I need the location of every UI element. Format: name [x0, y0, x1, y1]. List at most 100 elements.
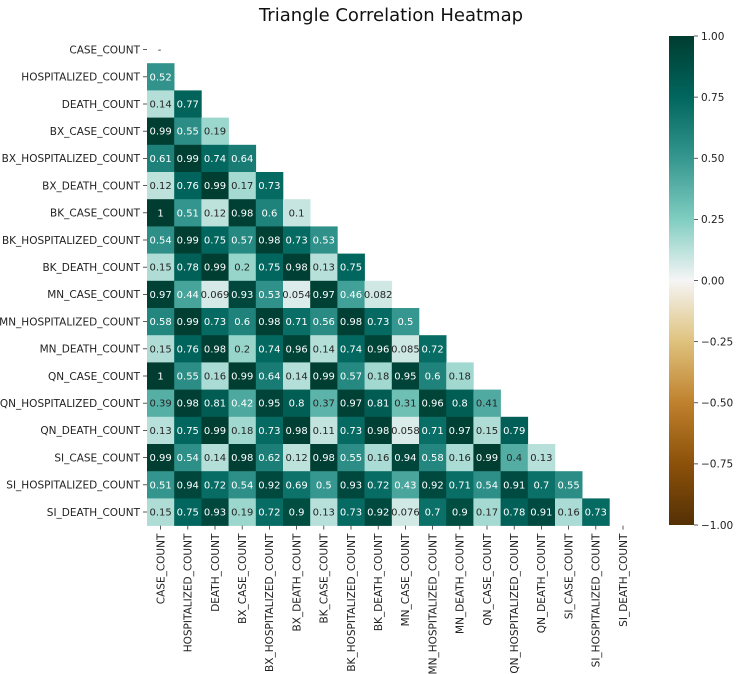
y-tick-label: DEATH_COUNT [62, 99, 141, 111]
cell-value-label: 0.72 [367, 480, 389, 491]
cell-value-label: 0.79 [503, 426, 525, 437]
heatmap-cell [446, 416, 474, 445]
cell-value-label: 0.98 [340, 317, 362, 328]
heatmap-cell [147, 389, 175, 418]
heatmap-cell [255, 335, 284, 363]
cell-value-label: 0.054 [282, 290, 311, 301]
cell-value-label: 0.46 [340, 290, 362, 301]
heatmap-cell [391, 416, 420, 445]
heatmap-cell [473, 389, 501, 418]
cell-value-label: 0.99 [177, 154, 199, 165]
cell-value-label: 0.18 [449, 372, 471, 383]
heatmap-cell [174, 90, 202, 118]
heatmap-cell [174, 308, 202, 336]
cell-value-label: 0.64 [231, 154, 253, 165]
heatmap-cell [147, 280, 175, 309]
heatmap-cell [201, 144, 229, 173]
heatmap-cell [364, 335, 393, 363]
cell-value-label: 0.18 [231, 426, 253, 437]
x-tick-label: QN_CASE_COUNT [482, 533, 494, 626]
heatmap-cell [255, 498, 284, 526]
cell-value-label: 0.98 [285, 426, 307, 437]
colorbar-tick-label: 0.00 [701, 275, 724, 287]
cell-value-label: 0.99 [149, 127, 171, 138]
heatmap-cell [473, 416, 501, 445]
x-tick-label: SI_HOSPITALIZED_COUNT [591, 533, 603, 667]
cell-value-label: 0.98 [258, 317, 280, 328]
heatmap-cell [174, 416, 202, 445]
cell-value-label: 0.75 [258, 263, 280, 274]
x-tick-label: BX_HOSPITALIZED_COUNT [264, 533, 276, 672]
heatmap-cell [201, 335, 229, 363]
heatmap-cell [174, 389, 202, 418]
cell-value-label: 0.72 [204, 480, 226, 491]
y-tick-label: BX_CASE_COUNT [50, 126, 141, 138]
heatmap-cell [174, 199, 202, 227]
cell-value-label: 0.5 [397, 317, 413, 328]
heatmap-cell [147, 253, 175, 282]
y-tick-label: CASE_COUNT [69, 44, 140, 56]
heatmap-cell [446, 444, 474, 472]
y-tick-label: QN_CASE_COUNT [48, 371, 141, 383]
cell-value-label: 0.96 [421, 399, 443, 410]
heatmap-cell [201, 416, 229, 445]
cell-value-label: 0.96 [285, 344, 307, 355]
cell-value-label: 0.61 [149, 154, 171, 165]
colorbar-tick-label: −0.25 [701, 336, 733, 348]
heatmap-cell [255, 471, 284, 499]
cell-value-label: 0.13 [313, 508, 335, 519]
heatmap-cell [337, 308, 365, 336]
heatmap-cell [283, 280, 311, 309]
heatmap-cell [147, 444, 175, 472]
cell-value-label: 0.99 [476, 453, 498, 464]
colorbar-tick-label: −0.50 [701, 398, 733, 410]
x-tick-label: BX_CASE_COUNT [237, 533, 249, 624]
heatmap-cell [283, 226, 311, 254]
heatmap-cell [391, 335, 420, 363]
cell-value-label: 0.082 [364, 290, 393, 301]
x-tick-label: BX_DEATH_COUNT [291, 533, 303, 631]
cell-value-label: 0.97 [340, 399, 362, 410]
heatmap-cell [174, 362, 202, 390]
heatmap-cell [310, 253, 338, 282]
heatmap-cell [147, 172, 175, 200]
colorbar-tick-label: −0.75 [701, 459, 733, 471]
heatmap-cell [364, 280, 393, 309]
heatmap-cell [283, 362, 311, 390]
heatmap-cell [201, 199, 229, 227]
cell-value-label: 0.52 [149, 72, 171, 83]
heatmap-cell [255, 253, 284, 282]
cell-value-label: 0.55 [340, 453, 362, 464]
cell-value-label: 0.15 [476, 426, 498, 437]
cell-value-label: 0.8 [289, 399, 305, 410]
heatmap-cell [255, 226, 284, 254]
cell-value-label: 0.7 [533, 480, 549, 491]
cell-value-label: 0.71 [421, 426, 443, 437]
cell-value-label: 0.51 [177, 208, 199, 219]
heatmap-cell [419, 498, 447, 526]
heatmap-cell [147, 226, 175, 254]
cell-value-label: 0.54 [149, 236, 171, 247]
heatmap-cell [174, 172, 202, 200]
y-tick-label: MN_DEATH_COUNT [40, 344, 141, 356]
heatmap-cell [228, 199, 257, 227]
cell-value-label: 0.11 [313, 426, 335, 437]
x-tick-label: SI_CASE_COUNT [563, 533, 575, 619]
heatmap-cell [147, 90, 175, 118]
cell-value-label: 0.15 [149, 508, 171, 519]
cell-value-label: 0.99 [149, 453, 171, 464]
heatmap-cell [147, 498, 175, 526]
heatmap-cell [419, 335, 447, 363]
heatmap-cell [174, 144, 202, 173]
heatmap-cell [174, 471, 202, 499]
cell-value-label: 0.13 [313, 263, 335, 274]
cell-value-label: 0.6 [425, 372, 441, 383]
cell-value-label: 0.93 [231, 290, 253, 301]
heatmap-cell [228, 362, 257, 390]
heatmap-cell [228, 226, 257, 254]
heatmap-cell [555, 471, 583, 499]
heatmap-cell [201, 444, 229, 472]
cell-value-label: 0.2 [234, 344, 250, 355]
heatmap-cell [419, 389, 447, 418]
diagonal-dash-label: - [158, 45, 162, 56]
